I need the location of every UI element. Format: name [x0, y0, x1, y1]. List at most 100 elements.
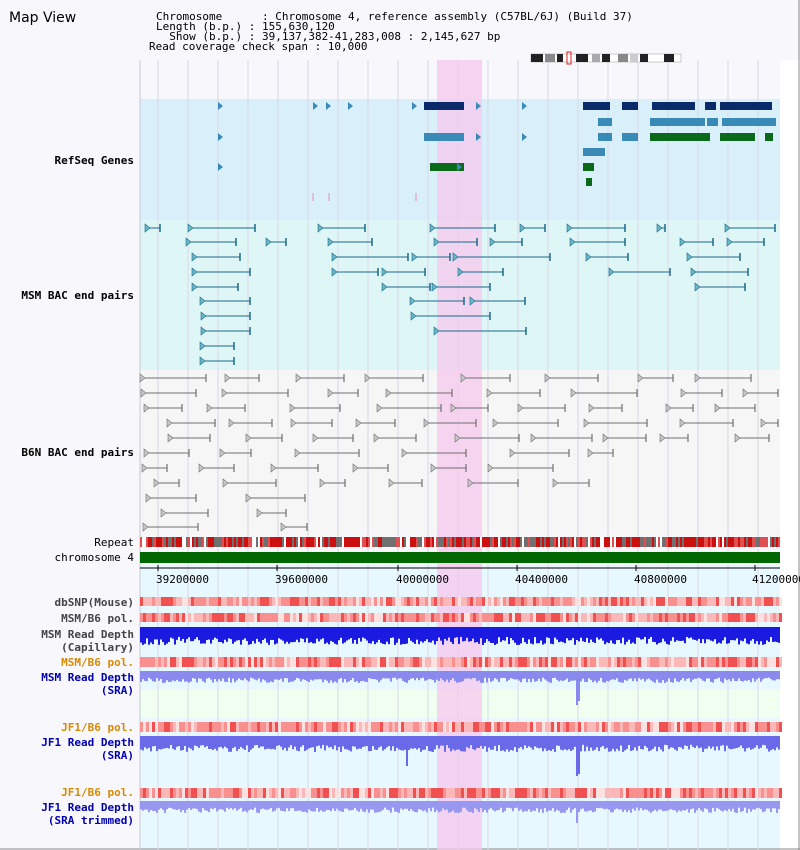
- b6n-end-marker[interactable]: [228, 418, 235, 428]
- gene-arrow[interactable]: [326, 102, 331, 110]
- b6n-end-marker[interactable]: [153, 478, 160, 488]
- gene-feature[interactable]: [598, 118, 612, 126]
- b6n-end-marker[interactable]: [355, 418, 362, 428]
- bac-end-marker[interactable]: [519, 223, 526, 233]
- gene-feature[interactable]: [765, 133, 773, 141]
- b6n-end-marker[interactable]: [221, 388, 228, 398]
- bac-end-marker[interactable]: [469, 296, 476, 306]
- b6n-end-marker[interactable]: [587, 448, 594, 458]
- b6n-end-marker[interactable]: [570, 388, 577, 398]
- bac-end-marker[interactable]: [200, 326, 207, 336]
- b6n-end-marker[interactable]: [160, 508, 167, 518]
- bac-end-marker[interactable]: [185, 237, 192, 247]
- b6n-end-marker[interactable]: [145, 493, 152, 503]
- b6n-end-marker[interactable]: [544, 373, 551, 383]
- b6n-end-marker[interactable]: [166, 418, 173, 428]
- b6n-end-marker[interactable]: [270, 463, 277, 473]
- gene-feature[interactable]: [424, 102, 464, 110]
- bac-end-marker[interactable]: [429, 223, 436, 233]
- b6n-end-marker[interactable]: [280, 522, 287, 532]
- track-label-b6n-bac[interactable]: B6N BAC end pairs: [21, 446, 134, 459]
- bac-end-marker[interactable]: [381, 282, 388, 292]
- bac-end-marker[interactable]: [199, 341, 206, 351]
- b6n-end-marker[interactable]: [492, 418, 499, 428]
- bac-end-marker[interactable]: [694, 282, 701, 292]
- track-label-msm-depth-capillary[interactable]: MSM Read Depth: [41, 628, 134, 641]
- b6n-end-marker[interactable]: [224, 373, 231, 383]
- b6n-end-marker[interactable]: [659, 433, 666, 443]
- bac-end-marker[interactable]: [457, 267, 464, 277]
- bac-end-marker[interactable]: [265, 237, 272, 247]
- gene-feature[interactable]: [430, 163, 464, 171]
- bac-end-marker[interactable]: [585, 252, 592, 262]
- gene-feature[interactable]: [720, 102, 772, 110]
- b6n-end-marker[interactable]: [388, 478, 395, 488]
- track-label-msm-depth-sra[interactable]: MSM Read Depth: [41, 671, 134, 684]
- bac-end-marker[interactable]: [431, 282, 438, 292]
- b6n-end-marker[interactable]: [509, 448, 516, 458]
- bac-end-marker[interactable]: [331, 252, 338, 262]
- track-label-jf1-depth-sra[interactable]: JF1 Read Depth: [41, 736, 134, 749]
- bac-end-marker[interactable]: [317, 223, 324, 233]
- b6n-end-marker[interactable]: [198, 463, 205, 473]
- b6n-end-marker[interactable]: [245, 493, 252, 503]
- gene-arrow[interactable]: [218, 163, 223, 171]
- gene-feature[interactable]: [722, 118, 776, 126]
- gene-feature[interactable]: [583, 102, 610, 110]
- track-label-msm-b6-pol[interactable]: MSM/B6 pol.: [61, 612, 134, 625]
- bac-end-marker[interactable]: [690, 267, 697, 277]
- b6n-end-marker[interactable]: [401, 448, 408, 458]
- b6n-end-marker[interactable]: [289, 403, 296, 413]
- b6n-end-marker[interactable]: [327, 388, 334, 398]
- bac-end-marker[interactable]: [686, 252, 693, 262]
- bac-end-marker[interactable]: [199, 356, 206, 366]
- b6n-end-marker[interactable]: [141, 463, 148, 473]
- bac-end-marker[interactable]: [187, 223, 194, 233]
- bac-end-marker[interactable]: [433, 326, 440, 336]
- bac-end-marker[interactable]: [410, 311, 417, 321]
- b6n-end-marker[interactable]: [450, 403, 457, 413]
- b6n-end-marker[interactable]: [734, 433, 741, 443]
- bac-end-marker[interactable]: [724, 223, 731, 233]
- b6n-end-marker[interactable]: [319, 478, 326, 488]
- b6n-end-marker[interactable]: [245, 433, 252, 443]
- b6n-end-marker[interactable]: [742, 388, 749, 398]
- gene-feature[interactable]: [583, 148, 605, 156]
- chromosome-bar[interactable]: [140, 552, 780, 563]
- track-label-msm-b6-pol-sra[interactable]: MSM/B6 pol.: [61, 656, 134, 669]
- selected-region-highlight[interactable]: [437, 60, 482, 850]
- gene-feature[interactable]: [622, 102, 638, 110]
- b6n-end-marker[interactable]: [385, 388, 392, 398]
- gene-feature[interactable]: [705, 102, 716, 110]
- bac-end-marker[interactable]: [433, 237, 440, 247]
- bac-end-marker[interactable]: [191, 267, 198, 277]
- chromosome-ideogram[interactable]: [530, 51, 682, 65]
- b6n-end-marker[interactable]: [140, 388, 147, 398]
- b6n-end-marker[interactable]: [679, 418, 686, 428]
- bac-end-marker[interactable]: [411, 252, 418, 262]
- b6n-end-marker[interactable]: [373, 433, 380, 443]
- gene-arrow[interactable]: [522, 102, 527, 110]
- gene-feature[interactable]: [720, 133, 755, 141]
- gene-feature[interactable]: [424, 133, 464, 141]
- b6n-end-marker[interactable]: [143, 403, 150, 413]
- b6n-end-marker[interactable]: [376, 403, 383, 413]
- b6n-end-marker[interactable]: [352, 463, 359, 473]
- bac-end-marker[interactable]: [144, 223, 151, 233]
- gene-feature[interactable]: [598, 133, 612, 141]
- b6n-end-marker[interactable]: [714, 403, 721, 413]
- bac-end-marker[interactable]: [327, 237, 334, 247]
- bac-end-marker[interactable]: [191, 282, 198, 292]
- gene-arrow[interactable]: [348, 102, 353, 110]
- b6n-end-marker[interactable]: [219, 448, 226, 458]
- track-label-refseq-genes[interactable]: RefSeq Genes: [54, 154, 134, 167]
- b6n-end-marker[interactable]: [467, 478, 474, 488]
- track-label-jf1-b6-pol[interactable]: JF1/B6 pol.: [61, 721, 134, 734]
- b6n-end-marker[interactable]: [143, 448, 150, 458]
- b6n-end-marker[interactable]: [423, 418, 430, 428]
- b6n-end-marker[interactable]: [680, 388, 687, 398]
- ideogram-position-marker[interactable]: [566, 51, 572, 65]
- b6n-end-marker[interactable]: [290, 418, 297, 428]
- b6n-end-marker[interactable]: [460, 373, 467, 383]
